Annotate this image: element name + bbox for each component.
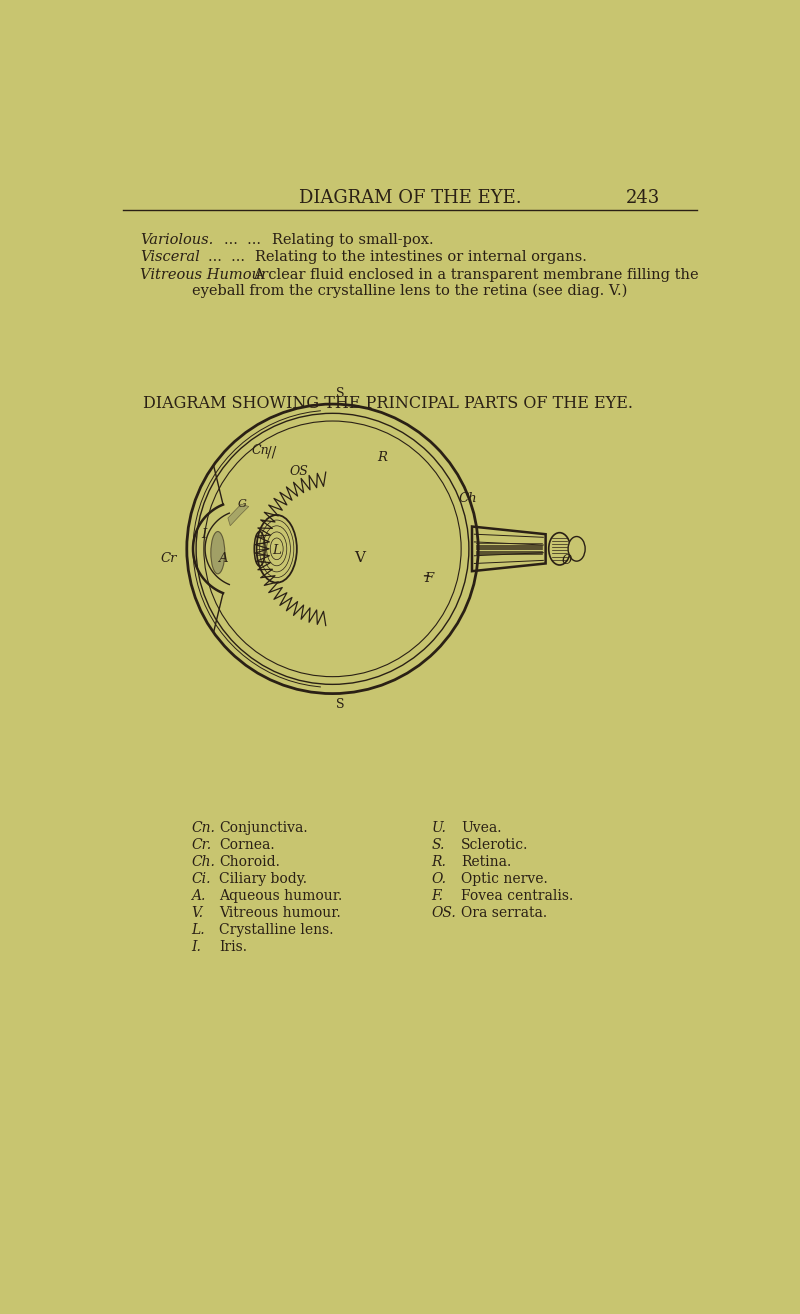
Text: O: O xyxy=(562,555,572,566)
Text: G: G xyxy=(238,499,247,510)
Text: //: // xyxy=(266,445,276,460)
Text: Ch: Ch xyxy=(458,493,477,506)
Text: Iris.: Iris. xyxy=(219,940,247,954)
Text: Visceral: Visceral xyxy=(140,250,200,264)
Text: F.: F. xyxy=(432,890,443,903)
Text: Cn.: Cn. xyxy=(191,821,215,836)
Text: U.: U. xyxy=(432,821,446,836)
Text: Cr: Cr xyxy=(161,552,177,565)
Text: Cr.: Cr. xyxy=(191,838,211,853)
Text: F: F xyxy=(424,572,434,585)
Text: S: S xyxy=(336,386,345,399)
Text: A: A xyxy=(218,552,227,565)
Text: O.: O. xyxy=(432,872,446,886)
Text: R.: R. xyxy=(432,855,446,870)
Text: Fovea centralis.: Fovea centralis. xyxy=(461,890,574,903)
Text: Sclerotic.: Sclerotic. xyxy=(461,838,529,853)
Text: Relating to small-pox.: Relating to small-pox. xyxy=(272,233,434,247)
Text: A clear fluid enclosed in a transparent membrane filling the: A clear fluid enclosed in a transparent … xyxy=(254,268,699,281)
Text: Ora serrata.: Ora serrata. xyxy=(461,907,547,920)
Text: Choroid.: Choroid. xyxy=(219,855,280,870)
Text: DIAGRAM SHOWING THE PRINCIPAL PARTS OF THE EYE.: DIAGRAM SHOWING THE PRINCIPAL PARTS OF T… xyxy=(142,394,633,411)
Text: V.: V. xyxy=(191,907,203,920)
Text: A.: A. xyxy=(191,890,206,903)
Text: S: S xyxy=(336,698,345,711)
Text: 243: 243 xyxy=(626,189,660,206)
Text: OS.: OS. xyxy=(432,907,457,920)
Text: Aqueous humour.: Aqueous humour. xyxy=(219,890,342,903)
Text: Optic nerve.: Optic nerve. xyxy=(461,872,548,886)
Text: Cornea.: Cornea. xyxy=(219,838,275,853)
Ellipse shape xyxy=(257,515,297,582)
Text: L.: L. xyxy=(191,922,205,937)
Text: Ci.: Ci. xyxy=(191,872,211,886)
Text: S.: S. xyxy=(432,838,445,853)
Text: Ciliary body.: Ciliary body. xyxy=(219,872,307,886)
Text: Crystalline lens.: Crystalline lens. xyxy=(219,922,334,937)
Text: V: V xyxy=(354,551,365,565)
Text: Retina.: Retina. xyxy=(461,855,511,870)
Text: eyeball from the crystalline lens to the retina (see diag. V.): eyeball from the crystalline lens to the… xyxy=(192,284,628,297)
Text: Ch.: Ch. xyxy=(191,855,215,870)
Text: R: R xyxy=(378,452,387,464)
Text: Cn: Cn xyxy=(251,444,269,457)
Text: L: L xyxy=(272,544,281,557)
Text: I: I xyxy=(201,528,206,541)
Text: DIAGRAM OF THE EYE.: DIAGRAM OF THE EYE. xyxy=(298,189,522,206)
Ellipse shape xyxy=(568,536,585,561)
Text: ...  ...: ... ... xyxy=(209,250,246,264)
Ellipse shape xyxy=(549,532,570,565)
Text: ...  ...: ... ... xyxy=(224,233,261,247)
Polygon shape xyxy=(228,505,249,526)
Text: Vitreous Humour: Vitreous Humour xyxy=(140,268,268,281)
Text: Vitreous humour.: Vitreous humour. xyxy=(219,907,341,920)
Text: Conjunctiva.: Conjunctiva. xyxy=(219,821,308,836)
Text: Relating to the intestines or internal organs.: Relating to the intestines or internal o… xyxy=(255,250,587,264)
Text: Uvea.: Uvea. xyxy=(461,821,502,836)
Text: I.: I. xyxy=(191,940,202,954)
Ellipse shape xyxy=(211,532,225,574)
Text: Variolous.: Variolous. xyxy=(140,233,214,247)
Text: OS: OS xyxy=(290,465,309,478)
